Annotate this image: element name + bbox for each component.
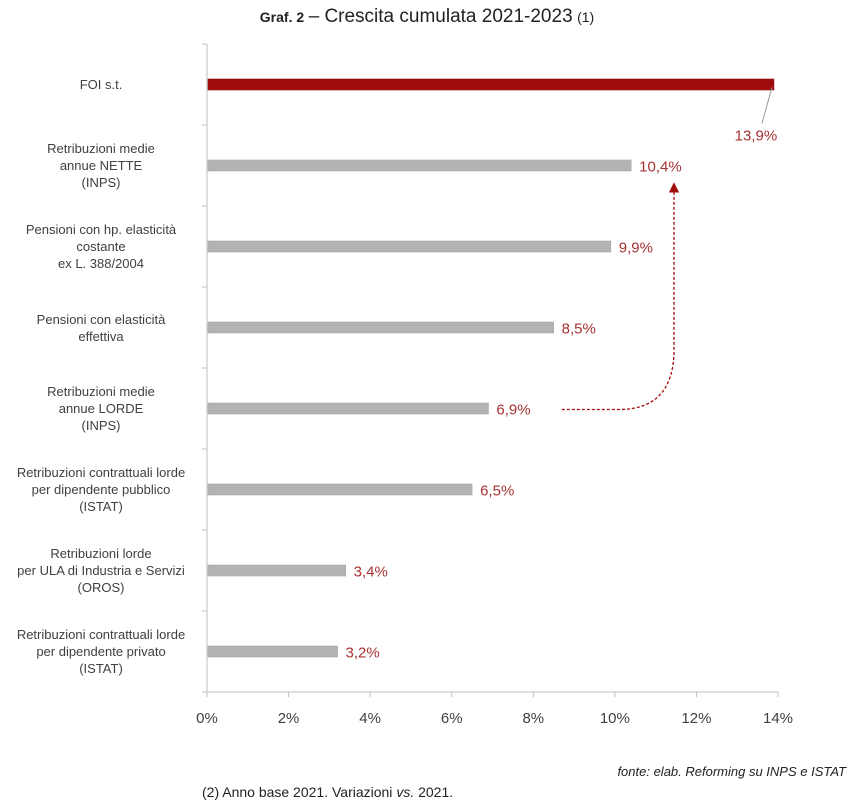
value-label-6: 3,4% xyxy=(354,564,388,581)
x-tick-label: 10% xyxy=(600,710,630,727)
value-label-4: 6,9% xyxy=(496,402,530,419)
bar-6 xyxy=(207,564,346,577)
value-label-leader xyxy=(761,87,773,124)
category-label: Retribuzioni medie annue NETTE (INPS) xyxy=(47,141,155,190)
x-tick-label: 0% xyxy=(196,710,218,727)
bar-2 xyxy=(207,240,612,253)
category-label: Retribuzioni medie annue LORDE (INPS) xyxy=(47,384,155,433)
value-label-3: 8,5% xyxy=(562,321,596,338)
x-tick-label: 4% xyxy=(359,710,381,727)
bar-1 xyxy=(207,159,632,172)
bar-3 xyxy=(207,321,554,334)
footnote-text-3: 2021. xyxy=(414,784,454,800)
category-label: Retribuzioni contrattuali lorde per dipe… xyxy=(16,627,186,676)
x-tick-label: 2% xyxy=(278,710,300,727)
bar-chart: 0% 2% 4% 6% 8% 10% 12% 14% 13,9% 10,4% 9,9% 8,5% 6,9… xyxy=(196,43,793,727)
chart-title-main: – Crescita cumulata 2021-2023 xyxy=(308,6,573,27)
bar-5 xyxy=(207,483,473,496)
value-label-5: 6,5% xyxy=(480,483,514,500)
bar-7 xyxy=(207,645,338,658)
x-tick-label: 14% xyxy=(763,710,793,727)
value-label-7: 3,2% xyxy=(346,645,380,662)
x-tick-label: 6% xyxy=(441,710,463,727)
category-label: Pensioni con elasticità effettiva xyxy=(36,311,166,344)
x-tick-label: 8% xyxy=(522,710,544,727)
value-label-1: 10,4% xyxy=(639,159,682,176)
value-label-2: 9,9% xyxy=(619,240,653,257)
category-label: Pensioni con hp. elasticità costante ex … xyxy=(25,222,177,271)
bar-0 xyxy=(207,78,775,91)
category-label: Retribuzioni contrattuali lorde per dipe… xyxy=(16,465,186,514)
x-tick-label: 12% xyxy=(681,710,711,727)
category-label: FOI s.t. xyxy=(79,77,123,92)
chart-title: Graf. 2 – Crescita cumulata 2021-2023 (1… xyxy=(0,6,854,28)
chart-title-note: (1) xyxy=(577,9,595,25)
annotation-arrow xyxy=(561,182,680,411)
footnote: (2) Anno base 2021. Variazioni vs. 2021. xyxy=(202,784,453,800)
footnote-text-2: vs. xyxy=(396,784,415,800)
value-label-0: 13,9% xyxy=(735,128,778,145)
bar-4 xyxy=(207,402,489,415)
footnote-text-1: (2) Anno base 2021. Variazioni xyxy=(202,784,397,800)
chart-title-prefix: Graf. 2 xyxy=(259,9,305,25)
source-note: fonte: elab. Reforming su INPS e ISTAT xyxy=(617,764,846,779)
category-label: Retribuzioni lorde per ULA di Industria … xyxy=(17,546,185,595)
